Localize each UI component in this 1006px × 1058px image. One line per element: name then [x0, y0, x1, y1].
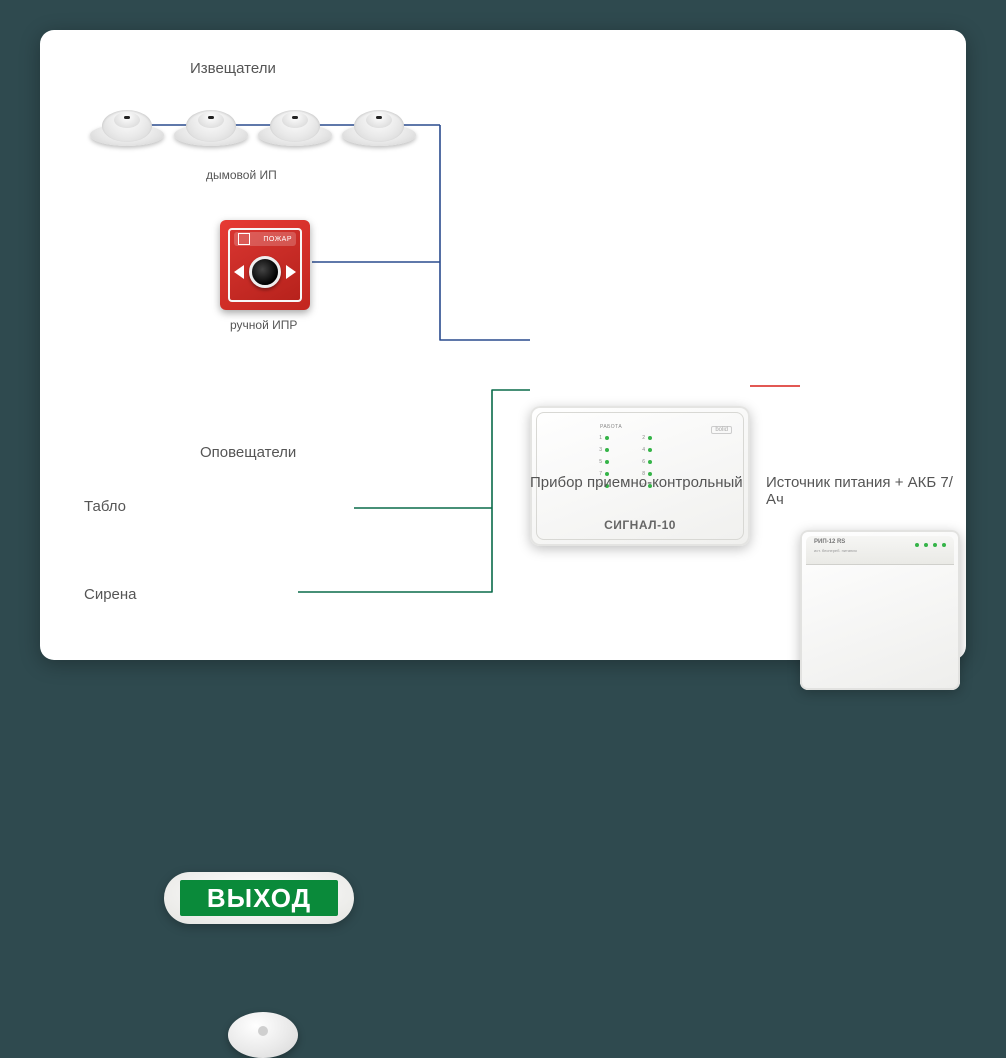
psu-model: РИП-12 RS [814, 539, 845, 545]
smoke-detector [342, 110, 416, 150]
exit-sign-side-label: Табло [84, 498, 126, 515]
smoke-detector [258, 110, 332, 150]
smoke-detector-row [90, 110, 416, 150]
siren-side-label: Сирена [84, 586, 137, 603]
manual-call-point-label: ручной ИПР [230, 318, 297, 332]
mcp-top-text: ПОЖАР [263, 236, 292, 243]
exit-sign-text: ВЫХОД [207, 883, 311, 914]
psu-sub: ист. беспереб. питания [814, 548, 857, 553]
panel-work-label: РАБОТА [600, 424, 622, 430]
siren [228, 1012, 298, 1058]
power-supply: РИП-12 RS ист. беспереб. питания [800, 530, 960, 690]
page-frame: Извещатели дымовой ИП ПОЖАР ручной ИПР Р… [0, 0, 1006, 690]
arrow-left-icon [234, 265, 244, 279]
panel-model: СИГНАЛ-10 [530, 518, 750, 532]
section-header-detectors: Извещатели [190, 60, 276, 77]
psu-led-row [915, 543, 946, 547]
control-panel-label: Прибор приемно-контрольный [530, 474, 743, 491]
section-header-annunciators: Оповещатели [200, 444, 296, 461]
smoke-detector-label: дымовой ИП [206, 168, 277, 182]
panel-brand: bolid [711, 426, 732, 434]
exit-sign: ВЫХОД [164, 872, 354, 924]
power-supply-label: Источник питания + АКБ 7/Ач [766, 474, 966, 508]
smoke-detector [90, 110, 164, 150]
smoke-detector [174, 110, 248, 150]
mcp-push-button [249, 256, 281, 288]
house-icon [238, 233, 250, 245]
manual-call-point: ПОЖАР [220, 220, 310, 310]
arrow-right-icon [286, 265, 296, 279]
diagram-card: Извещатели дымовой ИП ПОЖАР ручной ИПР Р… [40, 30, 966, 660]
